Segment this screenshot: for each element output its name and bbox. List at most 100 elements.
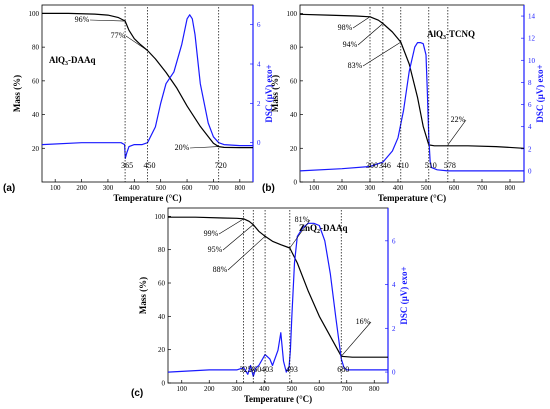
x-tick-label: 200 (204, 385, 215, 393)
x-tick-label: 700 (208, 184, 219, 192)
mass-percent-label: 96% (75, 15, 90, 24)
x-tick-label: 300 (103, 184, 114, 192)
y-tick-label: 100 (287, 10, 298, 18)
temperature-label: 680 (337, 365, 349, 374)
x-tick-label: 800 (235, 184, 246, 192)
temperature-label: 365 (121, 161, 133, 170)
y-axis-label: Mass (%) (270, 75, 280, 112)
x-tick-label: 600 (314, 385, 325, 393)
mass-percent-label: 99% (204, 229, 219, 238)
annotation-pointer (222, 224, 254, 251)
y2-tick-label: 6 (257, 21, 261, 29)
mass-percent-label: 98% (338, 23, 353, 32)
y-tick-label: 80 (158, 246, 166, 254)
y2-tick-label: 4 (528, 123, 532, 131)
x-axis-label: Temperature (°C) (113, 193, 181, 203)
y2-tick-label: 14 (528, 13, 536, 21)
y2-tick-label: 6 (392, 237, 396, 245)
x-tick-label: 800 (505, 184, 516, 192)
mass-percent-label: 22% (451, 115, 466, 124)
y-tick-label: 0 (162, 380, 166, 388)
dsc-curve (299, 41, 524, 172)
y2-tick-label: 2 (392, 325, 396, 333)
x-tick-label: 100 (309, 184, 320, 192)
y2-tick-label: 2 (257, 100, 261, 108)
mass-percent-label: 95% (208, 245, 223, 254)
annotation-pointer (357, 23, 384, 46)
x-tick-label: 800 (369, 385, 380, 393)
y2-tick-label: 0 (392, 369, 396, 377)
mass-percent-label: 88% (213, 265, 228, 274)
temperature-label: 450 (144, 161, 156, 170)
y2-axis-label: DSC (µV) exo+ (264, 64, 274, 122)
x-tick-label: 500 (155, 184, 166, 192)
y2-tick-label: 6 (528, 101, 532, 109)
y-tick-label: 20 (158, 346, 166, 354)
dsc-curve (167, 222, 388, 377)
mass-percent-label: 83% (348, 61, 363, 70)
temperature-label: 360 (249, 365, 261, 374)
y2-tick-label: 4 (392, 281, 396, 289)
y2-tick-label: 8 (528, 79, 532, 87)
y2-tick-label: 0 (257, 139, 261, 147)
x-tick-label: 300 (232, 385, 243, 393)
y2-tick-label: 12 (528, 35, 536, 43)
temperature-label: 578 (444, 161, 456, 170)
chart-title: AlQ3-TCNQ (427, 29, 475, 41)
x-axis-label: Temperature (°C) (244, 394, 312, 404)
y2-tick-label: 4 (257, 61, 261, 69)
annotation-pointer (89, 19, 126, 22)
annotation-pointer (352, 16, 371, 29)
temperature-label: 493 (286, 365, 298, 374)
mass-percent-label: 20% (175, 143, 190, 152)
y-tick-label: 100 (155, 213, 166, 221)
mass-percent-label: 81% (295, 215, 310, 224)
temperature-label: 720 (215, 161, 227, 170)
y-tick-label: 40 (32, 111, 40, 119)
x-tick-label: 500 (421, 184, 432, 192)
x-axis-label: Temperature (°C) (378, 193, 446, 203)
annotation-pointer (125, 35, 148, 51)
x-tick-label: 100 (177, 385, 188, 393)
mass-curve (42, 12, 253, 149)
mass-percent-label: 94% (343, 40, 358, 49)
x-tick-label: 700 (477, 184, 488, 192)
y-tick-label: 20 (32, 145, 40, 153)
y-tick-label: 0 (294, 179, 298, 187)
x-tick-label: 500 (287, 385, 298, 393)
x-tick-label: 200 (76, 184, 87, 192)
y2-axis-label: DSC (µV) exo+ (535, 64, 545, 122)
annotation-pointer (341, 321, 372, 357)
panel-label: (b) (262, 183, 275, 194)
x-tick-label: 200 (337, 184, 348, 192)
mass-curve (168, 216, 388, 358)
mass-percent-label: 77% (111, 31, 126, 40)
mass-curve (299, 13, 525, 149)
y-tick-label: 60 (290, 77, 298, 85)
y-tick-label: 60 (32, 77, 40, 85)
annotation-pointer (189, 146, 219, 149)
temperature-label: 346 (379, 161, 391, 170)
annotation-pointer (447, 119, 467, 146)
x-tick-label: 100 (50, 184, 61, 192)
x-tick-label: 400 (259, 385, 270, 393)
y-tick-label: 40 (290, 111, 298, 119)
panel-label: (c) (131, 388, 143, 399)
chart-title: ZnQ2-DAAq (299, 223, 348, 235)
chart-panel-1: 100 200 300 400 500 600 700 800 20 40 60 80 100 0 2 4 6 T… (3, 4, 274, 203)
annotation-pointer (227, 236, 266, 271)
y2-axis-label: DSC (µV) exo+ (399, 266, 409, 324)
y-tick-label: 100 (29, 10, 40, 18)
chart-title: AlQ3-DAAq (49, 55, 96, 67)
plot-frame (299, 4, 525, 183)
y2-tick-label: 0 (528, 167, 532, 175)
y-tick-label: 80 (32, 44, 40, 52)
mass-percent-label: 16% (356, 317, 371, 326)
x-tick-label: 600 (182, 184, 193, 192)
y-axis-label: Mass (%) (12, 75, 22, 112)
x-tick-label: 400 (129, 184, 140, 192)
annotation-pointer (218, 218, 244, 235)
y-tick-label: 40 (158, 313, 166, 321)
y2-tick-label: 2 (528, 145, 532, 153)
annotation-pointer (362, 41, 401, 67)
